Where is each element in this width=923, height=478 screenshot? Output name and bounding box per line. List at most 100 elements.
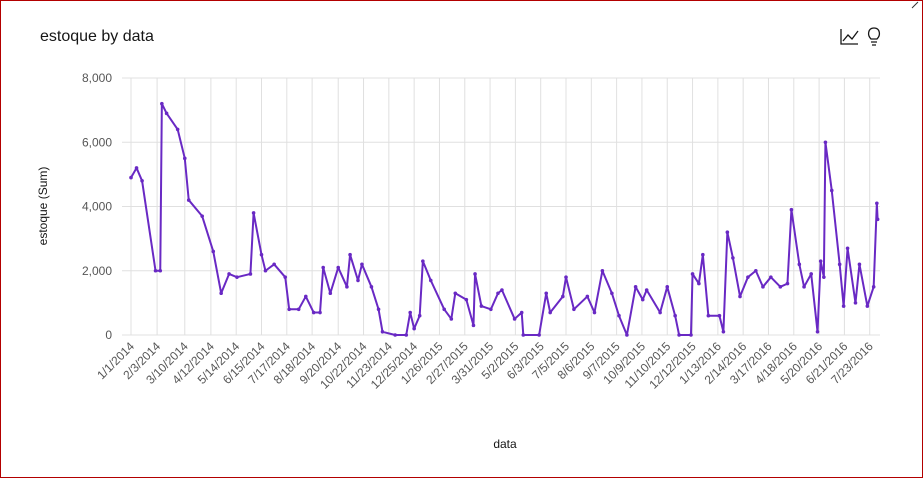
data-point [412, 326, 416, 331]
chart-icon[interactable] [840, 29, 859, 45]
data-point [701, 252, 705, 257]
data-point [585, 294, 590, 299]
data-point [717, 313, 722, 318]
data-point [259, 252, 264, 257]
data-point [809, 272, 813, 276]
data-point [822, 275, 826, 279]
y-tick-label: 4,000 [82, 200, 112, 214]
data-point [235, 275, 239, 279]
data-point [738, 294, 742, 299]
data-point [871, 285, 876, 289]
data-point [837, 262, 842, 267]
data-point [673, 313, 677, 318]
data-point [548, 310, 552, 315]
data-point [408, 310, 412, 315]
data-point [287, 307, 291, 312]
y-tick-label: 8,000 [82, 71, 112, 85]
data-point [227, 272, 231, 276]
data-point [404, 333, 409, 337]
data-point [496, 291, 500, 296]
data-point [731, 256, 735, 260]
data-point [380, 329, 385, 334]
data-point [521, 333, 526, 337]
data-point [428, 278, 433, 283]
data-point [544, 291, 549, 296]
data-point [453, 291, 458, 296]
data-point [479, 304, 484, 308]
data-point [356, 278, 360, 283]
data-point [336, 265, 341, 270]
data-point [417, 313, 422, 318]
data-point [251, 211, 256, 215]
data-point [617, 313, 621, 318]
data-point [348, 252, 352, 257]
data-point [219, 291, 223, 296]
data-point [200, 214, 204, 218]
data-point [600, 268, 605, 273]
y-tick-label: 6,000 [82, 135, 112, 149]
data-point [442, 307, 447, 312]
data-point [561, 294, 565, 299]
data-point [263, 268, 268, 273]
data-point [519, 310, 524, 315]
data-point [211, 249, 216, 254]
data-point [186, 198, 191, 202]
data-point [677, 333, 681, 337]
data-point [328, 291, 333, 296]
data-point [857, 262, 862, 267]
data-point [761, 285, 765, 289]
data-point [160, 101, 164, 106]
data-point [473, 272, 477, 276]
data-point [610, 291, 614, 296]
data-point [690, 272, 695, 276]
data-point [360, 262, 364, 267]
data-point [644, 288, 649, 292]
data-point [640, 297, 645, 302]
data-point [818, 259, 823, 263]
data-point [489, 307, 493, 312]
data-point [376, 307, 381, 312]
data-point [802, 285, 806, 289]
data-point [464, 297, 469, 302]
data-point [725, 230, 730, 234]
data-point [665, 285, 670, 289]
data-point [129, 175, 133, 180]
data-point [625, 333, 629, 337]
data-point [283, 275, 288, 279]
data-point [689, 333, 693, 337]
bulb-icon[interactable] [867, 27, 881, 46]
data-point [706, 313, 711, 318]
data-point [175, 127, 180, 132]
data-point [746, 275, 750, 279]
data-point [785, 281, 790, 286]
data-point [318, 310, 322, 315]
data-point [592, 310, 597, 315]
data-point [537, 333, 541, 337]
data-point [778, 285, 783, 289]
y-tick-label: 2,000 [82, 264, 112, 278]
data-point [754, 268, 758, 273]
y-tick-label: 0 [105, 328, 112, 342]
data-point [875, 201, 879, 206]
data-point [321, 265, 325, 270]
data-point [158, 268, 163, 273]
data-point [845, 246, 850, 251]
insight-icon[interactable] [867, 27, 881, 46]
data-point [153, 268, 158, 273]
data-point [512, 317, 517, 321]
data-point [393, 333, 397, 337]
chart-title: estoque by data [40, 28, 154, 45]
data-point [369, 285, 374, 289]
data-point [572, 307, 576, 312]
data-point [134, 166, 139, 170]
data-point [248, 272, 253, 276]
corner-arrow [911, 1, 919, 9]
data-point [789, 207, 794, 212]
data-point [272, 262, 276, 267]
data-point [296, 307, 301, 312]
data-point [697, 281, 701, 286]
line-icon[interactable] [840, 29, 859, 45]
data-point [303, 294, 308, 299]
data-point [823, 140, 828, 145]
